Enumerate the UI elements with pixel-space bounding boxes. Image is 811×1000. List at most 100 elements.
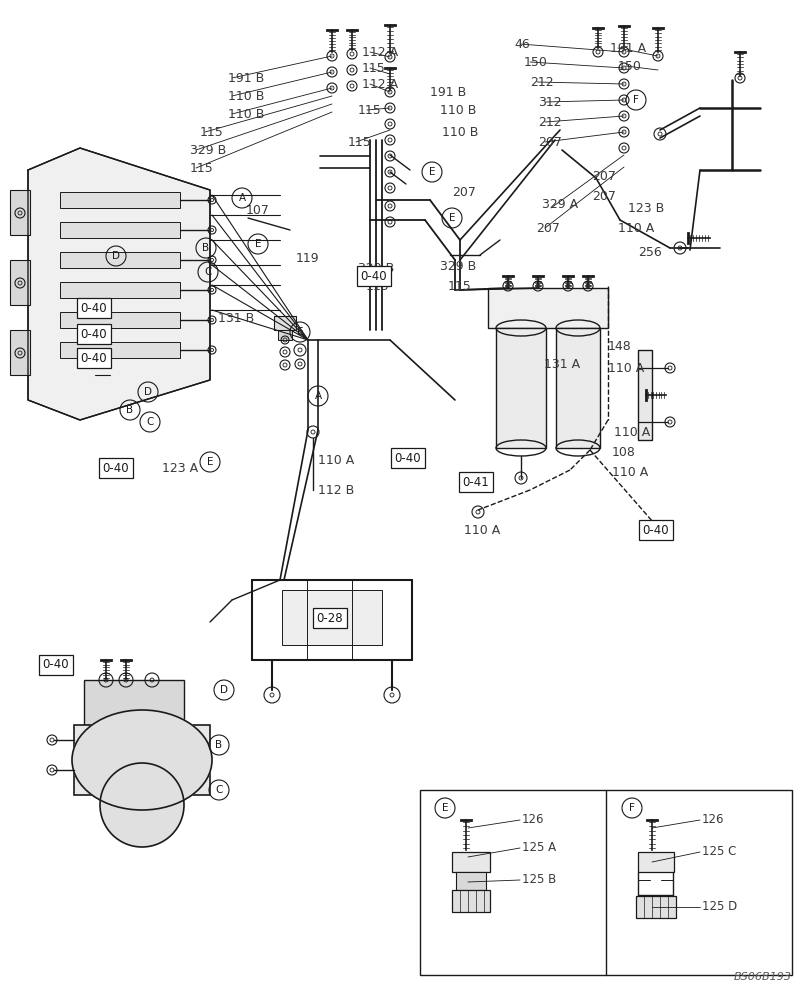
Text: 0-40: 0-40 (642, 524, 668, 536)
Text: E: E (441, 803, 448, 813)
Text: D: D (220, 685, 228, 695)
Text: 0-40: 0-40 (80, 302, 107, 314)
Text: 312: 312 (538, 96, 561, 109)
Text: 110 A: 110 A (607, 361, 643, 374)
Bar (60, 342, 180, 358)
Bar (452, 852, 489, 872)
Text: 329 B: 329 B (358, 261, 394, 274)
Text: 0-40: 0-40 (43, 658, 69, 672)
Ellipse shape (72, 710, 212, 810)
Text: 125 A: 125 A (521, 841, 556, 854)
Text: 256: 256 (637, 245, 661, 258)
Text: B: B (202, 243, 209, 253)
Text: 125 C: 125 C (702, 845, 736, 858)
Polygon shape (28, 148, 210, 420)
Bar (60, 252, 180, 268)
Text: 0-41: 0-41 (462, 476, 489, 488)
Bar (637, 350, 651, 440)
Text: 0-40: 0-40 (102, 462, 129, 475)
Text: 148: 148 (607, 340, 631, 353)
Text: D: D (112, 251, 120, 261)
Bar (487, 288, 607, 328)
Text: A: A (314, 391, 321, 401)
Text: 131 B: 131 B (217, 312, 254, 324)
Text: C: C (146, 417, 153, 427)
Text: 115: 115 (348, 136, 371, 149)
Text: 207: 207 (591, 170, 615, 183)
Text: E: E (255, 239, 261, 249)
Text: 191 B: 191 B (430, 86, 466, 99)
Text: C: C (215, 785, 222, 795)
Text: 125 B: 125 B (521, 874, 556, 886)
Text: 207: 207 (452, 186, 475, 198)
Text: E: E (296, 327, 303, 337)
Bar (281, 590, 381, 645)
Text: F: F (633, 95, 638, 105)
Text: 108: 108 (611, 446, 635, 458)
Text: 0-40: 0-40 (360, 269, 387, 282)
Bar (635, 896, 676, 918)
Text: B: B (215, 740, 222, 750)
Text: 115: 115 (358, 104, 381, 117)
Bar (452, 890, 489, 912)
Text: 329 B: 329 B (190, 144, 226, 157)
Text: E: E (207, 457, 213, 467)
Text: 110 B: 110 B (441, 126, 478, 139)
Text: 126: 126 (521, 813, 544, 826)
Text: 212: 212 (530, 76, 553, 89)
Text: 191 A: 191 A (609, 42, 646, 55)
Bar (84, 680, 184, 725)
Text: 115: 115 (190, 162, 213, 175)
Text: D: D (144, 387, 152, 397)
Text: 150: 150 (617, 60, 641, 73)
Text: BS06B193: BS06B193 (733, 972, 791, 982)
Text: 212: 212 (538, 116, 561, 129)
Text: 123 A: 123 A (162, 462, 198, 475)
Bar (74, 725, 210, 795)
Text: 207: 207 (591, 190, 615, 202)
Text: 115: 115 (362, 62, 385, 75)
Text: 115: 115 (200, 126, 224, 139)
Text: 110 A: 110 A (463, 524, 500, 536)
Text: 110 B: 110 B (228, 108, 264, 121)
Text: 131 A: 131 A (543, 359, 579, 371)
Text: E: E (448, 213, 455, 223)
Bar (273, 316, 296, 330)
Text: 126: 126 (702, 813, 723, 826)
Text: 329 B: 329 B (440, 259, 476, 272)
Text: 110 A: 110 A (611, 466, 647, 479)
Bar (556, 328, 599, 448)
Text: A: A (238, 193, 245, 203)
Text: 0-40: 0-40 (394, 452, 421, 464)
Text: 112 A: 112 A (362, 78, 397, 91)
Text: C: C (204, 267, 212, 277)
Text: 0-28: 0-28 (316, 611, 343, 624)
Text: 191 B: 191 B (228, 72, 264, 85)
Text: 110 B: 110 B (440, 104, 476, 117)
Text: 107: 107 (246, 204, 269, 217)
Text: 207: 207 (535, 222, 560, 234)
Bar (60, 192, 180, 208)
Bar (419, 790, 791, 975)
Text: 119: 119 (296, 251, 320, 264)
Bar (60, 222, 180, 238)
Text: 207: 207 (538, 136, 561, 149)
Bar (10, 190, 30, 235)
Text: B: B (127, 405, 133, 415)
Text: 125 D: 125 D (702, 900, 736, 913)
Text: 0-40: 0-40 (80, 352, 107, 364)
Bar (456, 872, 486, 890)
Bar (496, 328, 545, 448)
Text: 0-40: 0-40 (80, 328, 107, 340)
Text: F: F (629, 803, 634, 813)
Bar (277, 330, 292, 340)
Text: 115: 115 (448, 279, 471, 292)
Text: 115: 115 (366, 279, 389, 292)
Bar (60, 312, 180, 328)
Circle shape (100, 763, 184, 847)
Text: 112 A: 112 A (362, 46, 397, 59)
Text: 329 A: 329 A (541, 198, 577, 212)
Bar (637, 852, 673, 872)
Text: 150: 150 (523, 56, 547, 69)
Text: E: E (428, 167, 435, 177)
